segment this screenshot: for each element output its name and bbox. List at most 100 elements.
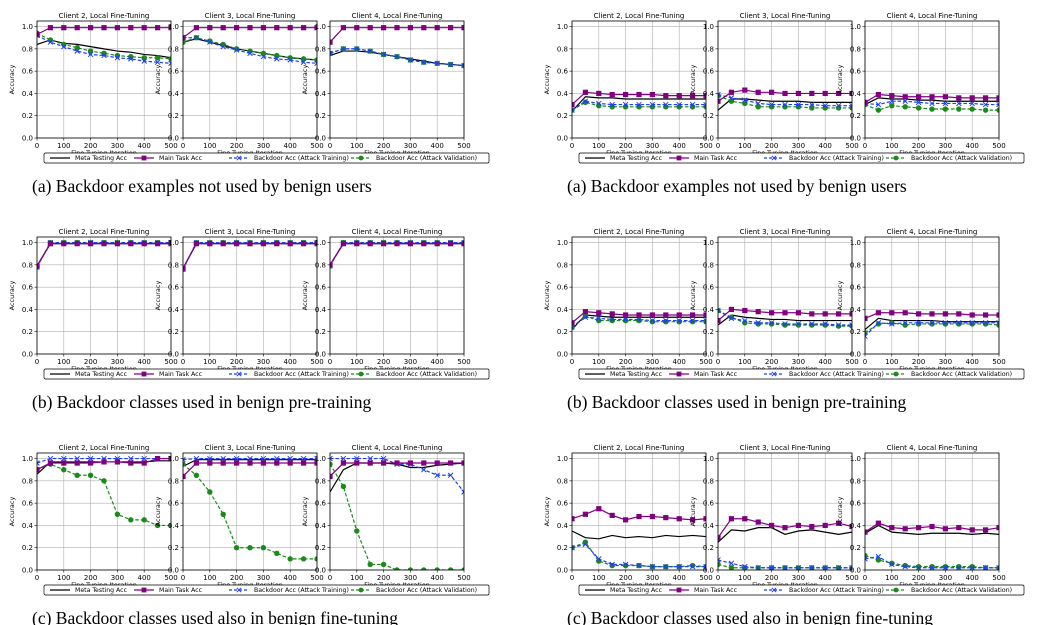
data-point — [676, 318, 682, 325]
data-point — [929, 523, 935, 530]
figure-caption: (b) Backdoor classes used in benign pre-… — [32, 392, 371, 412]
y-tick-label: 1.0 — [22, 23, 33, 31]
data-point — [300, 556, 307, 562]
data-point — [183, 456, 186, 463]
x-tick-label: 200 — [230, 142, 243, 150]
y-tick-label: 0.6 — [168, 68, 180, 76]
subplot-title: Client 3, Local Fine-Tuning — [740, 228, 831, 236]
data-point — [915, 99, 922, 106]
data-point — [61, 460, 67, 466]
x-tick-label: 100 — [57, 574, 70, 582]
data-point — [795, 90, 801, 97]
legend-label: Backdoor Acc (Attack Training) — [254, 155, 349, 162]
data-point — [381, 460, 387, 466]
figure-caption: (b) Backdoor classes used in benign pre-… — [567, 392, 906, 412]
data-point — [380, 455, 387, 462]
data-point — [865, 99, 868, 105]
x-tick-label: 400 — [431, 574, 444, 582]
data-point — [782, 565, 788, 570]
data-point — [809, 311, 815, 317]
y-tick-label: 0.0 — [22, 134, 33, 142]
data-point — [623, 312, 629, 318]
data-point — [929, 94, 935, 100]
x-tick-label: 300 — [111, 574, 124, 582]
y-tick-label: 0.8 — [850, 45, 861, 53]
data-point — [88, 241, 94, 247]
data-point — [274, 455, 280, 462]
data-point — [649, 563, 656, 570]
x-tick-label: 300 — [257, 358, 270, 366]
data-point — [87, 455, 94, 462]
data-point — [260, 545, 267, 551]
data-point — [889, 98, 895, 104]
y-axis-label: Accuracy — [154, 497, 162, 527]
subplot: Client 4, Local Fine-Tuning 0 100 200 300 400… — [836, 228, 1006, 373]
y-tick-label: 0.6 — [703, 284, 715, 292]
data-point — [969, 563, 975, 570]
data-point — [155, 241, 161, 247]
y-tick-label: 0.8 — [557, 261, 568, 269]
data-point — [247, 460, 253, 466]
y-tick-label: 0.4 — [850, 306, 862, 314]
y-tick-label: 0.0 — [703, 566, 714, 574]
data-point — [915, 321, 922, 327]
data-point — [865, 315, 868, 321]
data-point — [434, 472, 440, 479]
data-point — [407, 567, 414, 570]
subplot-title: Client 3, Local Fine-Tuning — [205, 444, 296, 452]
data-point — [101, 459, 107, 465]
y-axis-label: Accuracy — [543, 281, 551, 311]
data-point — [141, 460, 147, 466]
x-tick-label: 200 — [84, 142, 97, 150]
data-point — [207, 39, 213, 45]
legend-box — [578, 368, 1025, 380]
data-point — [61, 43, 67, 50]
data-point — [434, 25, 440, 31]
data-point — [956, 320, 962, 326]
plot-frame — [36, 452, 172, 571]
legend-label: Main Task Acc — [694, 155, 738, 162]
data-point — [663, 515, 669, 521]
data-point — [141, 241, 147, 247]
plot-frame — [717, 452, 853, 571]
series-line — [37, 34, 171, 64]
subplot: Client 2, Local Fine-Tuning 0 100 200 300 400… — [543, 444, 713, 589]
data-point — [676, 317, 682, 324]
data-point — [915, 565, 922, 570]
x-tick-label: 300 — [404, 358, 417, 366]
legend-marker — [236, 155, 242, 161]
data-point — [956, 311, 962, 317]
x-tick-label: 300 — [404, 142, 417, 150]
y-tick-label: 1.0 — [703, 239, 714, 247]
subplot: Client 4, Local Fine-Tuning 0 100 200 300 400… — [836, 444, 1006, 589]
data-point — [340, 46, 347, 52]
data-point — [956, 95, 962, 101]
data-point — [718, 561, 721, 568]
y-tick-label: 0.0 — [703, 134, 714, 142]
data-point — [849, 565, 852, 570]
y-tick-label: 0.6 — [22, 284, 34, 292]
data-point — [168, 25, 171, 31]
data-point — [207, 241, 213, 247]
y-tick-label: 0.2 — [557, 544, 568, 552]
data-point — [782, 90, 788, 97]
figure-group-1: Client 2, Local Fine-Tuning 0 100 200 300 400… — [8, 12, 490, 196]
legend: Meta Testing Acc Main Task Acc Backdoor Ac… — [578, 152, 1025, 164]
data-point — [260, 241, 266, 247]
data-point — [37, 467, 40, 473]
data-point — [969, 565, 975, 570]
series-layer — [718, 87, 852, 111]
data-point — [996, 525, 999, 531]
data-point — [663, 563, 669, 570]
legend-marker — [893, 371, 899, 377]
data-point — [101, 241, 107, 247]
y-tick-label: 0.8 — [703, 45, 714, 53]
data-point — [942, 321, 949, 327]
y-tick-label: 1.0 — [850, 455, 861, 463]
data-point — [889, 320, 895, 326]
y-tick-label: 0.0 — [315, 134, 326, 142]
data-point — [128, 241, 134, 247]
data-point — [875, 107, 882, 113]
data-point — [367, 48, 373, 54]
data-point — [915, 563, 922, 570]
